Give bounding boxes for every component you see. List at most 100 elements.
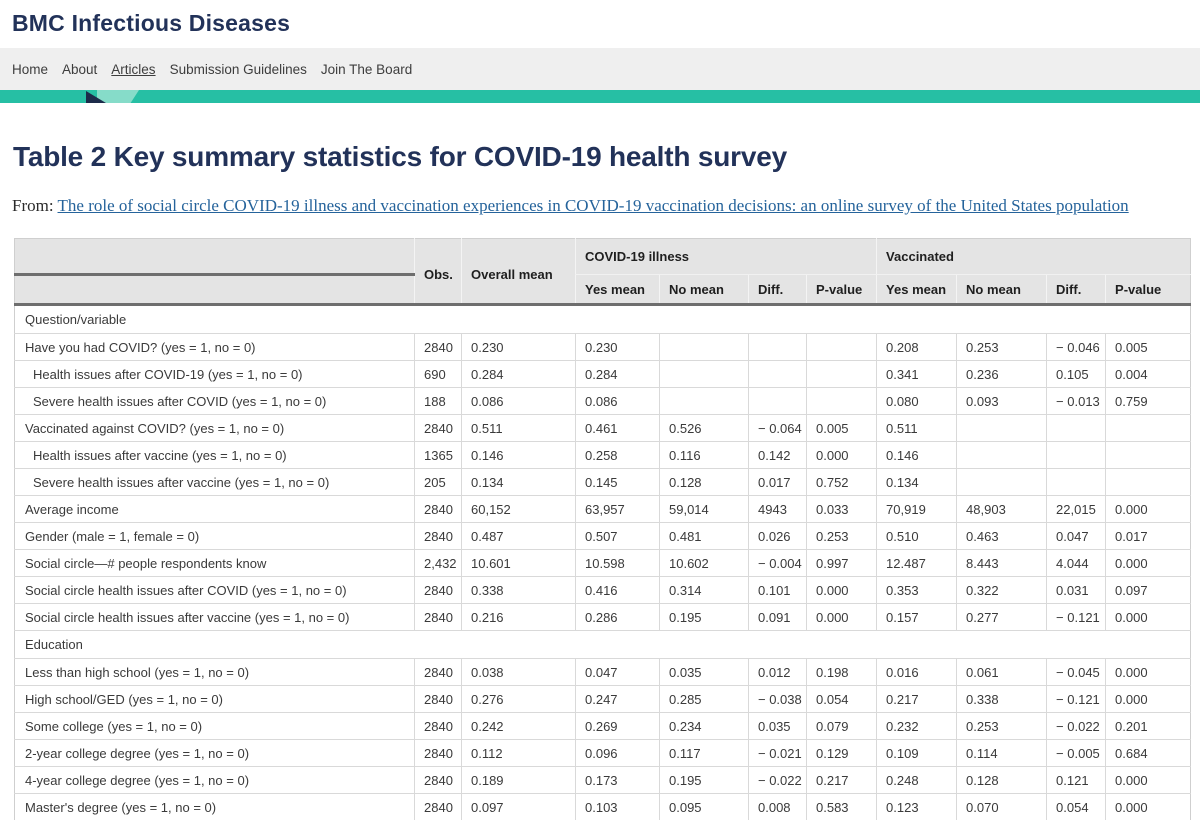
source-line: From: The role of social circle COVID-19… — [12, 193, 1177, 219]
value-cell: 0.000 — [1105, 549, 1191, 578]
row-label: Less than high school (yes = 1, no = 0) — [14, 658, 415, 687]
value-cell: − 0.013 — [1046, 387, 1106, 416]
value-cell: 0.000 — [805, 603, 877, 632]
value-cell — [748, 333, 807, 362]
table-row: Severe health issues after vaccine (yes … — [14, 468, 1191, 497]
value-cell: 0.242 — [461, 712, 576, 741]
header-vacc-p-value: P-value — [1105, 274, 1191, 307]
value-cell: 0.269 — [575, 712, 660, 741]
site-title: BMC Infectious Diseases — [12, 10, 291, 36]
row-label: Have you had COVID? (yes = 1, no = 0) — [14, 333, 415, 362]
value-cell: 0.004 — [1105, 360, 1191, 389]
value-cell: 0.276 — [461, 685, 576, 714]
value-cell: 0.128 — [956, 766, 1047, 795]
value-cell: 48,903 — [956, 495, 1047, 524]
header-vacc-yes-mean: Yes mean — [876, 274, 957, 307]
value-cell: 0.035 — [659, 658, 749, 687]
table-row: Have you had COVID? (yes = 1, no = 0) 284… — [14, 333, 1191, 362]
value-cell: 0.000 — [805, 441, 877, 470]
value-cell: 0.173 — [575, 766, 660, 795]
table-row: Severe health issues after COVID (yes = … — [14, 387, 1191, 416]
value-cell: 0.353 — [876, 576, 957, 605]
header-group-vaccinated: Vaccinated — [876, 238, 1191, 276]
row-label: Social circle health issues after COVID … — [14, 576, 415, 605]
value-cell: 2840 — [414, 712, 462, 741]
value-cell: 0.314 — [659, 576, 749, 605]
summary-statistics-table: Obs. Overall mean COVID-19 illness Vacci… — [14, 238, 1192, 820]
value-cell: 0.201 — [1105, 712, 1191, 741]
value-cell: 0.234 — [659, 712, 749, 741]
value-cell: 0.230 — [461, 333, 576, 362]
value-cell — [805, 387, 877, 416]
value-cell: 0.253 — [956, 333, 1047, 362]
value-cell: 0.103 — [575, 793, 660, 820]
value-cell: 0.054 — [805, 685, 877, 714]
value-cell: 22,015 — [1046, 495, 1106, 524]
value-cell: 0.322 — [956, 576, 1047, 605]
value-cell: 60,152 — [461, 495, 576, 524]
source-article-link[interactable]: The role of social circle COVID-19 illne… — [57, 196, 1129, 215]
table-header: Obs. Overall mean COVID-19 illness Vacci… — [14, 238, 1191, 307]
value-cell: 0.338 — [461, 576, 576, 605]
value-cell: 2840 — [414, 522, 462, 551]
nav-item-submission-guidelines[interactable]: Submission Guidelines — [169, 61, 307, 77]
row-label: 4-year college degree (yes = 1, no = 0) — [14, 766, 415, 795]
header-covid-p-value: P-value — [805, 274, 877, 307]
value-cell: 0.012 — [748, 658, 807, 687]
value-cell: 70,919 — [876, 495, 957, 524]
header-empty — [14, 274, 415, 307]
value-cell: 0.134 — [461, 468, 576, 497]
value-cell: 0.341 — [876, 360, 957, 389]
table-row: Health issues after COVID-19 (yes = 1, n… — [14, 360, 1191, 389]
value-cell: 2840 — [414, 658, 462, 687]
accent-bar — [0, 90, 1200, 103]
value-cell: 690 — [414, 360, 462, 389]
row-label: Severe health issues after COVID (yes = … — [14, 387, 415, 416]
value-cell: 0.157 — [876, 603, 957, 632]
value-cell: 0.093 — [956, 387, 1047, 416]
table-row: Health issues after vaccine (yes = 1, no… — [14, 441, 1191, 470]
value-cell: 0.507 — [575, 522, 660, 551]
value-cell: 2840 — [414, 766, 462, 795]
value-cell: − 0.045 — [1046, 658, 1106, 687]
value-cell: 0.253 — [956, 712, 1047, 741]
value-cell: 0.208 — [876, 333, 957, 362]
value-cell: 0.000 — [1105, 793, 1191, 820]
value-cell: 0.008 — [748, 793, 807, 820]
value-cell: 0.511 — [461, 414, 576, 443]
value-cell: 0.097 — [1105, 576, 1191, 605]
header-covid-diff: Diff. — [748, 274, 807, 307]
value-cell: 0.248 — [876, 766, 957, 795]
nav-item-home[interactable]: Home — [12, 61, 49, 77]
value-cell — [1105, 441, 1191, 470]
value-cell: − 0.021 — [748, 739, 807, 768]
value-cell — [1046, 414, 1106, 443]
value-cell: 0.338 — [956, 685, 1047, 714]
nav-item-articles[interactable]: Articles — [111, 61, 156, 77]
value-cell: 12.487 — [876, 549, 957, 578]
row-label: Severe health issues after vaccine (yes … — [14, 468, 415, 497]
page-title: Table 2 Key summary statistics for COVID… — [13, 141, 787, 172]
value-cell: − 0.046 — [1046, 333, 1106, 362]
value-cell: 2840 — [414, 603, 462, 632]
value-cell: 63,957 — [575, 495, 660, 524]
value-cell: 10.598 — [575, 549, 660, 578]
value-cell: 0.096 — [575, 739, 660, 768]
value-cell: − 0.004 — [748, 549, 807, 578]
value-cell: 10.602 — [659, 549, 749, 578]
value-cell: 0.510 — [876, 522, 957, 551]
value-cell: 0.195 — [659, 603, 749, 632]
nav-item-about[interactable]: About — [62, 61, 98, 77]
value-cell: 0.134 — [876, 468, 957, 497]
row-label: Health issues after vaccine (yes = 1, no… — [14, 441, 415, 470]
value-cell: 0.109 — [876, 739, 957, 768]
value-cell: 0.061 — [956, 658, 1047, 687]
site-header: BMC Infectious Diseases — [0, 0, 1200, 48]
value-cell — [956, 468, 1047, 497]
section-label: Education — [14, 630, 1191, 660]
value-cell: 0.526 — [659, 414, 749, 443]
nav-item-join-the-board[interactable]: Join The Board — [320, 61, 413, 77]
table-row: Social circle—# people respondents know 2… — [14, 549, 1191, 578]
value-cell: 0.129 — [805, 739, 877, 768]
